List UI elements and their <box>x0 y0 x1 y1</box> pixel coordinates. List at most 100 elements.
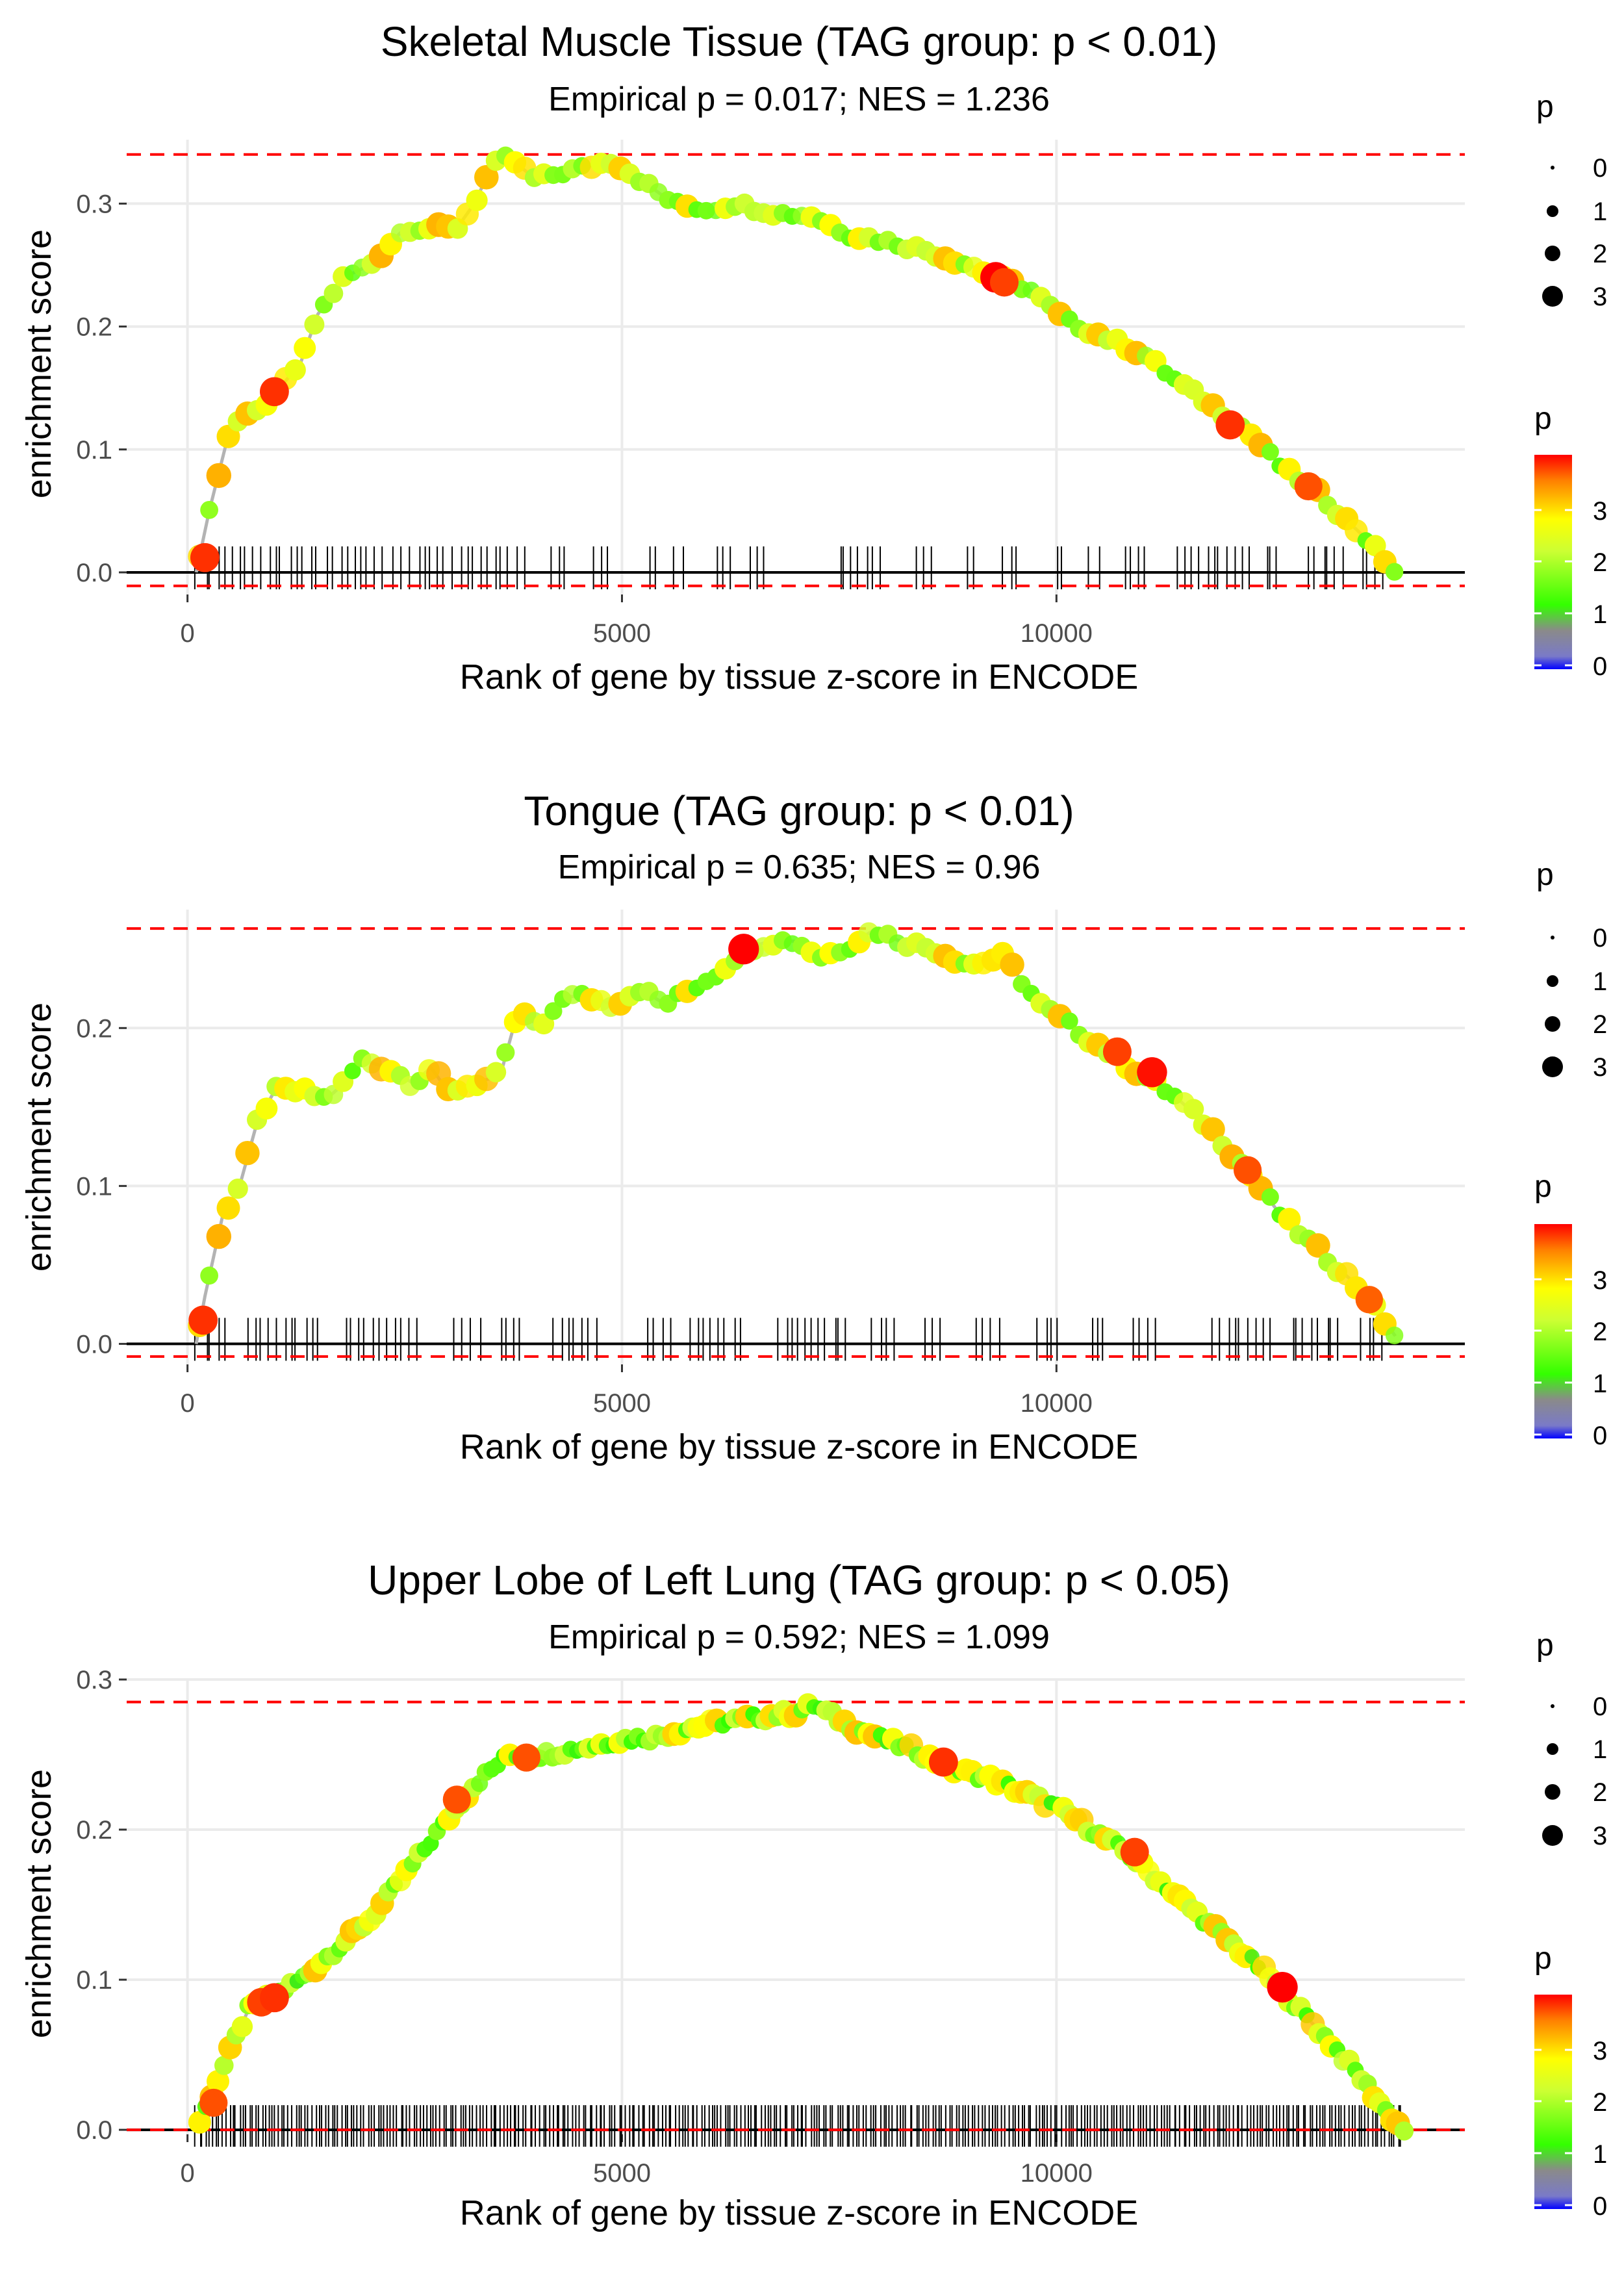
x-tick-label: 0 <box>181 619 195 648</box>
gene-point <box>1394 2121 1414 2141</box>
color-legend-label: 3 <box>1593 2037 1607 2065</box>
color-legend-label: 2 <box>1593 1318 1607 1346</box>
color-legend: p 3 2 1 0 <box>1534 1941 1607 2221</box>
gene-point <box>227 1179 248 1199</box>
size-legend-key <box>1551 936 1554 939</box>
color-legend-label: 3 <box>1593 1266 1607 1295</box>
size-legend-key <box>1547 205 1558 217</box>
y-axis-label: enrichment score <box>19 1769 58 2038</box>
plot-area: 0.0 0.1 0.2 0.3 0 5000 10000 <box>76 1666 1465 2188</box>
gene-point <box>1261 1188 1279 1206</box>
size-legend: p 0 1 2 3 <box>1536 1628 1607 1850</box>
gene-point <box>466 189 488 211</box>
gene-point <box>1278 1208 1301 1231</box>
y-tick-label: 0.1 <box>76 436 112 465</box>
y-tick-label: 0.0 <box>76 2116 112 2145</box>
gene-point-large <box>260 1983 289 2013</box>
x-tick-label: 5000 <box>593 2159 651 2188</box>
y-axis-label: enrichment score <box>19 1003 58 1271</box>
size-legend-key <box>1545 1016 1560 1032</box>
size-legend-key <box>1545 1784 1560 1800</box>
x-tick-label: 5000 <box>593 1389 651 1418</box>
gene-point <box>304 314 325 335</box>
x-tick-label: 0 <box>181 1389 195 1418</box>
gene-point-large <box>1102 1037 1132 1066</box>
size-legend-label: 1 <box>1593 1735 1607 1764</box>
gene-point <box>474 164 499 190</box>
color-legend: p 3 2 1 0 <box>1534 1169 1607 1450</box>
gene-point <box>235 1141 260 1166</box>
size-legend-label: 1 <box>1593 198 1607 226</box>
size-legend-label: 3 <box>1593 1822 1607 1850</box>
y-tick-label: 0.3 <box>76 190 112 218</box>
size-legend-label: 0 <box>1593 1693 1607 1721</box>
color-legend-title: p <box>1534 1941 1552 1976</box>
gene-point <box>216 1196 240 1220</box>
gene-point <box>1385 563 1404 581</box>
y-tick-label: 0.2 <box>76 313 112 342</box>
color-legend-label: 1 <box>1593 600 1607 629</box>
color-legend: p 3 2 1 0 <box>1534 402 1607 681</box>
chart-title: Skeletal Muscle Tissue (TAG group: p < 0… <box>381 18 1217 65</box>
size-legend-key <box>1551 166 1554 170</box>
gene-point <box>206 1223 231 1249</box>
x-tick-label: 10000 <box>1021 2159 1093 2188</box>
size-legend-key <box>1542 286 1563 307</box>
gene-point-large <box>1233 1156 1262 1184</box>
gene-point <box>1061 1012 1078 1030</box>
y-tick-label: 0.2 <box>76 1816 112 1845</box>
panel-tongue: Tongue (TAG group: p < 0.01) Empirical p… <box>19 787 1607 1466</box>
size-legend-title: p <box>1536 858 1554 892</box>
gene-point <box>1000 952 1024 977</box>
panel-upper-lobe-left-lung: Upper Lobe of Left Lung (TAG group: p < … <box>19 1557 1607 2232</box>
x-tick-label: 0 <box>181 2159 195 2188</box>
gene-point <box>207 2069 229 2093</box>
color-legend-title: p <box>1534 402 1552 436</box>
gene-point <box>200 1266 218 1285</box>
size-legend-key <box>1547 975 1558 987</box>
gene-point-large <box>260 377 289 407</box>
size-legend-key <box>1547 1743 1558 1755</box>
chart-subtitle: Empirical p = 0.017; NES = 1.236 <box>548 81 1050 118</box>
gene-point-large <box>1137 1057 1167 1088</box>
color-legend-label: 3 <box>1593 497 1607 526</box>
size-legend-label: 1 <box>1593 967 1607 996</box>
color-legend-label: 0 <box>1593 652 1607 681</box>
gene-point <box>231 2016 253 2038</box>
y-tick-label: 0.1 <box>76 1966 112 1995</box>
gene-point <box>1200 1117 1225 1142</box>
gene-point <box>1306 1233 1330 1258</box>
color-legend-label: 1 <box>1593 2140 1607 2169</box>
size-legend-title: p <box>1536 1628 1554 1663</box>
color-legend-title: p <box>1534 1169 1552 1204</box>
size-legend-title: p <box>1536 90 1554 124</box>
gene-point <box>188 2110 211 2134</box>
size-legend-label: 0 <box>1593 154 1607 183</box>
size-legend-label: 0 <box>1593 924 1607 952</box>
color-legend-label: 2 <box>1593 548 1607 577</box>
size-legend-key <box>1542 1825 1563 1846</box>
gene-point <box>1183 1099 1204 1119</box>
gene-point <box>214 2056 234 2075</box>
gene-point <box>200 501 218 519</box>
gene-point-large <box>990 268 1019 297</box>
gene-point-large <box>199 2088 228 2117</box>
gene-point-large <box>929 1747 958 1777</box>
x-axis-label: Rank of gene by tissue z-score in ENCODE <box>460 2193 1138 2232</box>
gene-point-large <box>512 1743 540 1772</box>
size-legend: p 0 1 2 3 <box>1536 858 1607 1082</box>
x-axis-label: Rank of gene by tissue z-score in ENCODE <box>460 658 1138 696</box>
gene-point <box>255 1097 278 1119</box>
y-tick-label: 0.1 <box>76 1172 112 1201</box>
gene-point <box>1385 1326 1404 1345</box>
gene-point <box>1261 443 1279 461</box>
y-tick-label: 0.3 <box>76 1666 112 1694</box>
x-tick-label: 10000 <box>1021 1389 1093 1418</box>
y-tick-label: 0.0 <box>76 1330 112 1359</box>
gene-point <box>206 463 231 489</box>
size-legend-label: 2 <box>1593 1778 1607 1807</box>
plot-area: 0.0 0.1 0.2 0.3 0 5000 10000 <box>76 140 1465 648</box>
size-legend: p 0 1 2 3 <box>1536 90 1607 311</box>
gene-point-large <box>188 1305 218 1335</box>
